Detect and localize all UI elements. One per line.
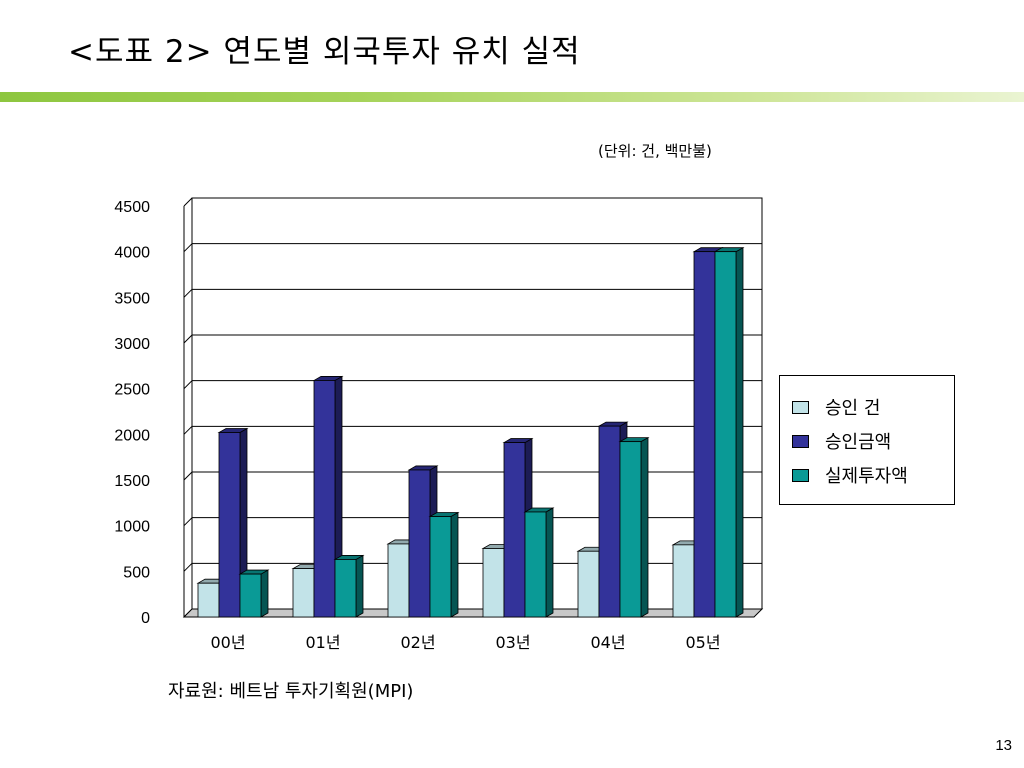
bar-0-2 [238, 569, 270, 618]
bar-front-face [239, 573, 262, 618]
bar-front-face [619, 441, 642, 618]
legend-swatch-approved-count [792, 400, 809, 414]
bar-front-face [387, 543, 410, 618]
side-wall-gridline [183, 562, 193, 572]
source-note: 자료원: 베트남 투자기획원(MPI) [168, 681, 414, 702]
bar-front-face [672, 544, 695, 618]
y-tick-label: 3000 [114, 336, 150, 353]
bar-3-2 [523, 507, 555, 618]
y-tick-label: 2500 [114, 382, 150, 399]
y-tick-label: 3500 [114, 290, 150, 307]
y-tick-label: 500 [123, 564, 150, 581]
x-tick-label: 01년 [305, 633, 340, 652]
bar-front-face [408, 469, 431, 618]
side-wall-gridline [183, 197, 193, 207]
bar-side-face [355, 554, 364, 618]
bar-side-face [260, 569, 269, 618]
bar-5-2 [713, 246, 745, 618]
side-wall-gridline [183, 380, 193, 390]
legend-label-approved-amount: 승인금액 [825, 432, 892, 453]
y-tick-label: 1000 [114, 519, 150, 536]
y-tick-label: 1500 [114, 473, 150, 490]
bar-side-face [735, 246, 744, 618]
legend-item-approved-amount: 승인금액 [792, 429, 891, 453]
bar-0-1 [217, 427, 249, 618]
legend-swatch-actual-investment [792, 468, 809, 482]
bar-front-face [598, 425, 621, 618]
side-wall-gridline [183, 425, 193, 435]
bar-4-2 [618, 436, 650, 618]
bar-front-face [524, 511, 547, 618]
side-wall-gridline [183, 334, 193, 344]
chart-legend: 승인 건 승인금액 실제투자액 [779, 375, 955, 505]
side-wall-gridline [183, 243, 193, 253]
bar-front-face [503, 442, 526, 618]
x-tick-label: 02년 [400, 633, 435, 652]
legend-label-actual-investment: 실제투자액 [825, 466, 908, 487]
x-tick-label: 04년 [590, 633, 625, 652]
legend-swatch-approved-amount [792, 434, 809, 448]
bar-front-face [334, 559, 357, 618]
side-wall-gridline [183, 288, 193, 298]
y-tick-label: 4500 [114, 199, 150, 216]
side-wall-gridline [183, 517, 193, 527]
bar-front-face [218, 432, 241, 618]
bar-front-face [313, 380, 336, 618]
bar-front-face [197, 582, 220, 618]
y-tick-label: 2000 [114, 427, 150, 444]
legend-item-approved-count: 승인 건 [792, 395, 880, 419]
bar-2-2 [428, 511, 460, 618]
x-tick-label: 05년 [685, 633, 720, 652]
bar-front-face [482, 548, 505, 618]
legend-label-approved-count: 승인 건 [825, 398, 881, 419]
unit-note: (단위: 건, 백만불) [598, 142, 712, 160]
bar-front-face [693, 251, 716, 618]
slide-title: <도표 2> 연도별 외국투자 유치 실적 [68, 34, 581, 70]
bar-front-face [714, 251, 737, 618]
bar-side-face [545, 507, 554, 618]
legend-item-actual-investment: 실제투자액 [792, 463, 908, 487]
y-tick-label: 4000 [114, 245, 150, 262]
bar-front-face [429, 516, 452, 618]
page-number: 13 [995, 737, 1012, 754]
x-tick-label: 03년 [495, 633, 530, 652]
side-wall-gridline [183, 471, 193, 481]
chart-back-wall [191, 197, 763, 610]
title-underline-bar [0, 92, 1024, 102]
bar-front-face [292, 568, 315, 618]
bar-side-face [450, 511, 459, 618]
bar-side-face [640, 436, 649, 618]
bar-front-face [577, 550, 600, 618]
y-tick-label: 0 [141, 610, 150, 627]
x-tick-label: 00년 [210, 633, 245, 652]
bar-1-2 [333, 554, 365, 618]
